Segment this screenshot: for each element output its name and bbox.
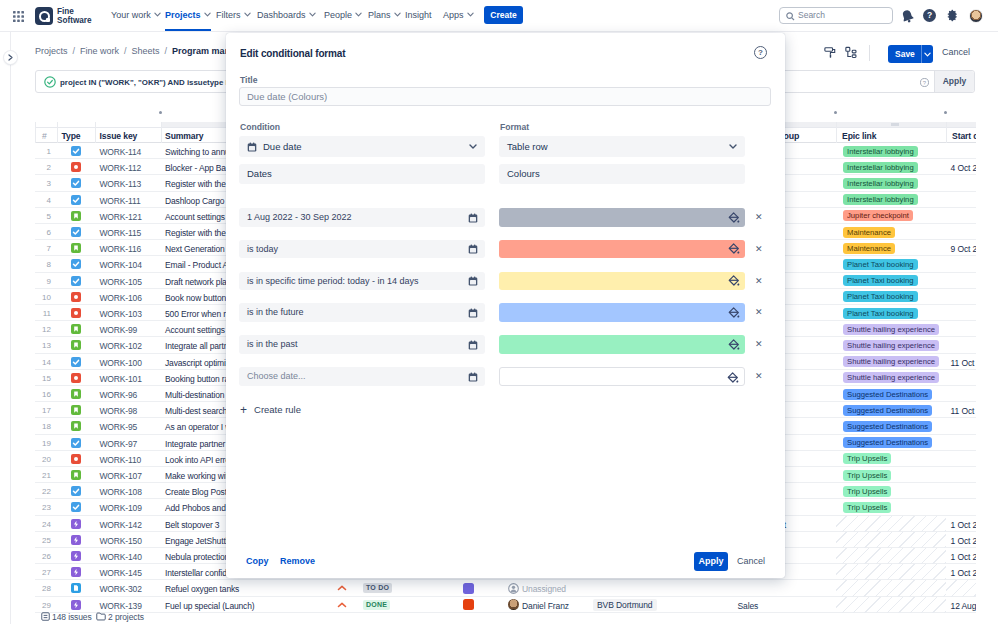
svg-text:?: ? bbox=[923, 80, 927, 86]
